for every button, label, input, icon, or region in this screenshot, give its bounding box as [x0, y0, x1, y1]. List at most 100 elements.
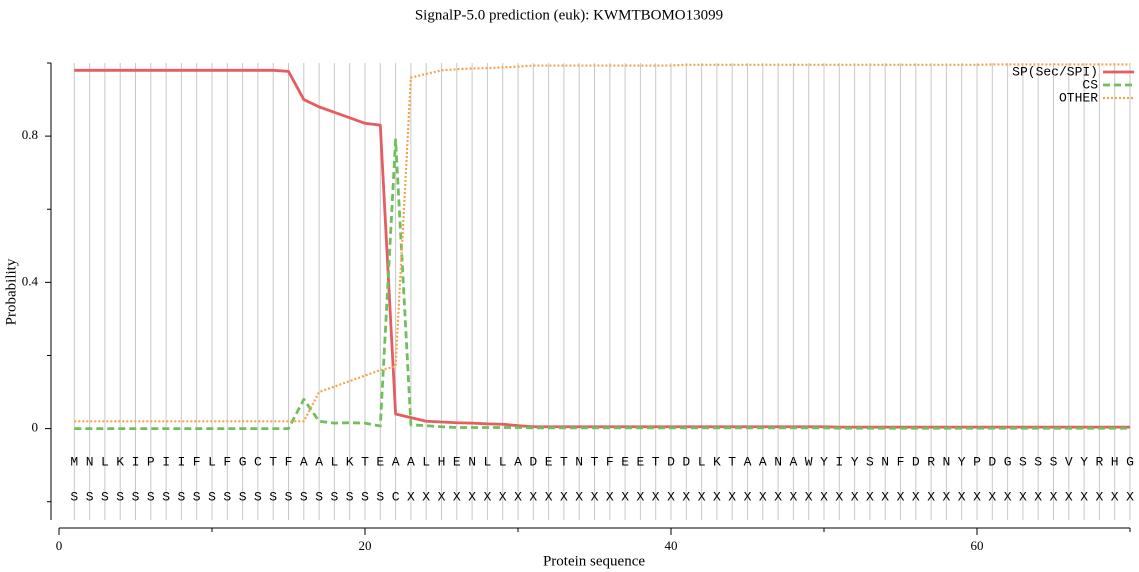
- residue: N: [468, 454, 476, 469]
- residue-label: S: [86, 489, 94, 504]
- residue-label: X: [1019, 489, 1027, 504]
- residue-label: C: [392, 489, 400, 504]
- residue-label: S: [376, 489, 384, 504]
- residue-label: X: [897, 489, 905, 504]
- residue-label: S: [346, 489, 354, 504]
- series-line: [74, 138, 1130, 430]
- residue-label: X: [744, 489, 752, 504]
- residue-label: X: [866, 489, 874, 504]
- residue: N: [942, 454, 950, 469]
- residue-label: S: [361, 489, 369, 504]
- residue-label: X: [1004, 489, 1012, 504]
- residue-label: X: [499, 489, 507, 504]
- residue-label: X: [575, 489, 583, 504]
- chart-title: SignalP-5.0 prediction (euk): KWMTBOMO13…: [415, 7, 723, 23]
- residue: A: [315, 454, 323, 469]
- residue: L: [499, 454, 507, 469]
- residue-label: S: [269, 489, 277, 504]
- residue-label: X: [942, 489, 950, 504]
- residue: A: [392, 454, 400, 469]
- residue-label: X: [912, 489, 920, 504]
- x-axis-label: Protein sequence: [543, 553, 645, 569]
- residue-label: S: [147, 489, 155, 504]
- residue-label: X: [774, 489, 782, 504]
- residue-label: S: [116, 489, 124, 504]
- residue-label: S: [300, 489, 308, 504]
- residue-label: X: [652, 489, 660, 504]
- residue-label: S: [177, 489, 185, 504]
- residue: V: [1065, 454, 1073, 469]
- residue-label: X: [728, 489, 736, 504]
- residue-label: X: [881, 489, 889, 504]
- residue-label: X: [468, 489, 476, 504]
- residue-label: X: [560, 489, 568, 504]
- residue: M: [70, 454, 78, 469]
- residue: I: [177, 454, 185, 469]
- residue: S: [866, 454, 874, 469]
- residue: W: [805, 454, 813, 469]
- residue: L: [698, 454, 706, 469]
- residue-label: X: [1050, 489, 1058, 504]
- residue-label: X: [682, 489, 690, 504]
- residue-label: X: [453, 489, 461, 504]
- residue-label: X: [789, 489, 797, 504]
- residue: K: [713, 454, 721, 469]
- residue: N: [881, 454, 889, 469]
- residue: I: [835, 454, 843, 469]
- residue: L: [422, 454, 430, 469]
- residue: L: [330, 454, 338, 469]
- residue-label: X: [1111, 489, 1119, 504]
- residue-label: X: [835, 489, 843, 504]
- residue: S: [1050, 454, 1058, 469]
- residue: A: [789, 454, 797, 469]
- residue-label: S: [193, 489, 201, 504]
- residue-label: X: [407, 489, 415, 504]
- residue: P: [147, 454, 155, 469]
- residue: T: [728, 454, 736, 469]
- residue-label: X: [698, 489, 706, 504]
- residue: L: [101, 454, 109, 469]
- residue: A: [744, 454, 752, 469]
- residue-label: X: [529, 489, 537, 504]
- residue-label: X: [988, 489, 996, 504]
- residue-label: X: [927, 489, 935, 504]
- residue: Y: [820, 454, 828, 469]
- residue-label: X: [820, 489, 828, 504]
- residue-label: X: [973, 489, 981, 504]
- residue: Y: [958, 454, 966, 469]
- residue: T: [652, 454, 660, 469]
- series-line: [74, 68, 1130, 429]
- residue: D: [988, 454, 996, 469]
- residue-label: X: [545, 489, 553, 504]
- residue-label: S: [70, 489, 78, 504]
- residue-label: X: [1034, 489, 1042, 504]
- residue: Y: [1080, 454, 1088, 469]
- residue-label: X: [422, 489, 430, 504]
- residue-label: X: [958, 489, 966, 504]
- residue: D: [682, 454, 690, 469]
- y-tick-label: 0.4: [22, 273, 39, 288]
- residue-label: X: [667, 489, 675, 504]
- residue-label: X: [1065, 489, 1073, 504]
- residue: I: [132, 454, 140, 469]
- residue-label: X: [851, 489, 859, 504]
- y-tick-label: 0.8: [22, 127, 38, 142]
- residue-label: S: [285, 489, 293, 504]
- residue: A: [759, 454, 767, 469]
- y-axis-label: Probability: [3, 258, 19, 325]
- residue-label: X: [1080, 489, 1088, 504]
- residue: A: [300, 454, 308, 469]
- residue-label: S: [208, 489, 216, 504]
- residue: N: [86, 454, 94, 469]
- residue: R: [927, 454, 935, 469]
- x-tick-label: 60: [971, 538, 984, 553]
- residue-label: X: [621, 489, 629, 504]
- residue: N: [575, 454, 583, 469]
- residue-label: S: [330, 489, 338, 504]
- residue-label: X: [759, 489, 767, 504]
- legend-label: SP(Sec/SPI): [1012, 64, 1098, 79]
- residue: F: [223, 454, 231, 469]
- residue: E: [453, 454, 461, 469]
- residue-label: S: [132, 489, 140, 504]
- residue: E: [376, 454, 384, 469]
